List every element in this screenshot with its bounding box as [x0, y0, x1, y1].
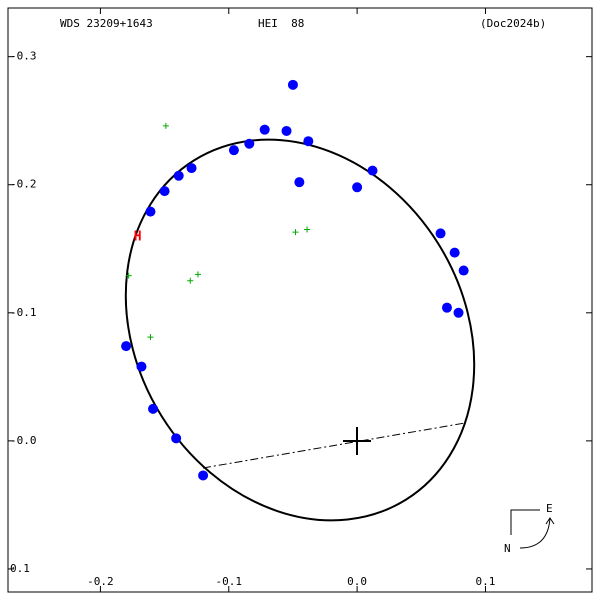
point	[303, 136, 314, 147]
orbit	[124, 138, 476, 522]
point	[136, 361, 147, 372]
x-tick-label: 0.0	[347, 575, 367, 588]
chart-title: WDS 23209+1643	[60, 17, 153, 30]
point	[187, 277, 194, 284]
point	[198, 470, 209, 481]
point	[367, 165, 378, 176]
y-tick-label: -0.0	[10, 434, 37, 447]
point	[292, 229, 299, 236]
y-tick-label: -0.3	[10, 50, 37, 63]
x-tick-label: 0.1	[476, 575, 496, 588]
point	[352, 182, 363, 193]
compass-north: N	[504, 542, 511, 555]
point	[453, 307, 464, 318]
point	[435, 228, 446, 239]
point	[228, 145, 239, 156]
point	[441, 302, 452, 313]
point	[186, 163, 197, 174]
point	[159, 186, 170, 197]
point	[304, 226, 311, 233]
plot-frame	[7, 7, 593, 593]
point	[287, 79, 298, 90]
point	[173, 170, 184, 181]
compass-east: E	[546, 502, 553, 515]
x-tick-label: -0.2	[87, 575, 114, 588]
point	[259, 124, 270, 135]
point	[194, 271, 201, 278]
chart-subtitle: HEI 88	[258, 17, 304, 30]
point	[148, 403, 159, 414]
point	[125, 272, 132, 279]
point: H	[134, 230, 142, 245]
point	[171, 433, 182, 444]
y-tick-label: -0.2	[10, 178, 37, 191]
point	[145, 206, 156, 217]
point	[147, 334, 154, 341]
point	[458, 265, 469, 276]
point	[244, 138, 255, 149]
point	[121, 341, 132, 352]
y-tick-label: 0.1	[10, 562, 30, 575]
x-tick-label: -0.1	[216, 575, 243, 588]
point	[162, 122, 169, 129]
y-tick-label: -0.1	[10, 306, 37, 319]
point	[281, 125, 292, 136]
source: (Doc2024b)	[480, 17, 546, 30]
compass-lines	[510, 509, 540, 535]
compass-arrow	[519, 517, 555, 549]
line-of-nodes	[202, 422, 466, 469]
point	[449, 247, 460, 258]
point	[294, 177, 305, 188]
